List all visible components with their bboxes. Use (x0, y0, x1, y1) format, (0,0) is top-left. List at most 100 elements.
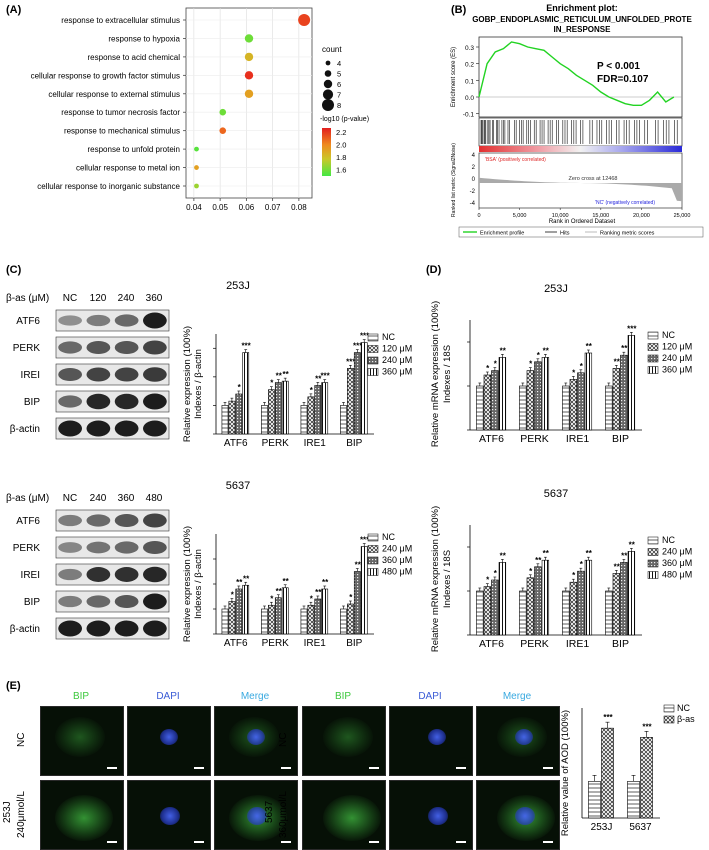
bar (321, 382, 329, 435)
blot-strip (55, 563, 170, 586)
size-legend-dot (325, 60, 331, 66)
bar (577, 372, 585, 431)
scale-bar (369, 767, 379, 769)
micrograph-column-label: BIP (72, 691, 90, 702)
category-label: BIP (346, 638, 362, 649)
aod-ylabel: Relative value of AOD (100%) (560, 710, 571, 836)
blot-strip (55, 590, 170, 613)
bar (483, 586, 491, 636)
category-label: response to extracellular stimulus (61, 16, 180, 25)
micrograph-row-label: NC (16, 732, 27, 747)
micrograph-merge (476, 780, 560, 850)
panel-d: (D) 253J * * ** ATF6 * * ** PERK * * ** IRE1 ** ** *** B… (420, 262, 709, 674)
bar (491, 370, 499, 431)
blot-band (114, 367, 139, 382)
significance-mark: ** (283, 370, 290, 379)
bar (605, 385, 613, 431)
significance-mark: ** (535, 556, 542, 565)
blot-band (143, 340, 167, 355)
blot-band (143, 312, 167, 329)
treatment-label: β-as (μM) (6, 293, 49, 304)
panel-label-d: (D) (426, 264, 442, 276)
legend-swatch (663, 704, 675, 713)
significance-mark: * (270, 379, 274, 388)
blot-band (114, 420, 139, 437)
colorbar-label: 1.8 (336, 153, 346, 162)
significance-mark: ** (243, 574, 250, 583)
blot-band (58, 395, 82, 408)
significance-mark: *** (627, 324, 637, 333)
legend-label: 360 μM (382, 555, 412, 565)
category-label: 253J (591, 822, 613, 833)
size-legend-dot (323, 79, 333, 89)
legend-label: 240 μM (662, 547, 692, 557)
dose-label: NC (63, 293, 77, 304)
legend-label: 240 μM (662, 353, 692, 363)
legend-swatch (367, 333, 379, 342)
x-tick-label: 0.06 (239, 203, 255, 212)
legend-swatch (647, 571, 659, 579)
cell-nucleus (160, 807, 180, 825)
size-legend-dot (324, 70, 332, 77)
legend-swatch (367, 533, 379, 542)
bar (261, 405, 268, 435)
ylabel-line2: Indexes / β-actin (193, 349, 204, 419)
colorbar (322, 128, 331, 176)
blot-band (58, 568, 82, 581)
blot-band (86, 367, 111, 382)
category-label: BIP (346, 438, 362, 449)
blot-strip (55, 509, 170, 532)
legend-swatch (647, 548, 659, 556)
rank-heat-strip (479, 146, 682, 152)
panel-label-e: (E) (6, 680, 21, 692)
significance-mark: * (494, 569, 498, 578)
x-tick-label: 0.04 (186, 203, 202, 212)
blot-band (114, 541, 139, 554)
data-point (194, 165, 199, 170)
scale-bar (194, 767, 204, 769)
blot-band (58, 315, 82, 326)
blot-strip (55, 309, 170, 332)
micrograph-column-label: DAPI (156, 691, 180, 702)
legend-label: 360 μM (662, 558, 692, 568)
significance-mark: ** (236, 578, 243, 587)
category-label: IRE1 (566, 638, 590, 650)
dose-label: 240 (90, 493, 107, 504)
bar (347, 603, 354, 635)
category-label: cellular response to metal ion (76, 164, 180, 173)
legend-hits-label: Hits (560, 231, 570, 237)
cell-nucleus (247, 729, 265, 745)
category-label: cellular response to external stimulus (48, 90, 180, 99)
metric-tick-label: -4 (470, 201, 476, 207)
gsea-xlabel: Rank in Ordered Dataset (549, 219, 616, 225)
significance-mark: * (231, 591, 235, 600)
bar (242, 584, 250, 635)
category-label: PERK (520, 638, 549, 650)
bar (268, 604, 275, 635)
micrograph-merge (214, 780, 298, 850)
category-label: IRE1 (566, 433, 590, 445)
legend-swatch (647, 536, 659, 545)
bar (340, 608, 347, 635)
significance-mark: * (310, 594, 314, 603)
blot-band (86, 420, 111, 437)
blot-band (114, 340, 139, 355)
legend-label: 240 μM (382, 355, 412, 365)
bar (612, 573, 621, 636)
protein-label: β-actin (10, 424, 40, 435)
cell-nucleus (515, 729, 533, 745)
data-point (244, 34, 254, 43)
bar (584, 559, 593, 636)
micrograph-cell-line-label: 5637 (264, 800, 275, 823)
significance-mark: ** (586, 549, 593, 558)
ylabel-line2: Indexes / β-actin (193, 549, 204, 619)
significance-mark: * (270, 594, 274, 603)
category-label: response to hypoxia (108, 34, 180, 43)
significance-mark: ** (500, 346, 507, 355)
significance-mark: ** (543, 346, 550, 355)
data-point (219, 108, 227, 116)
protein-label: BIP (24, 597, 40, 608)
bar (261, 608, 268, 635)
significance-mark: ** (543, 549, 550, 558)
blot-band (143, 420, 167, 437)
